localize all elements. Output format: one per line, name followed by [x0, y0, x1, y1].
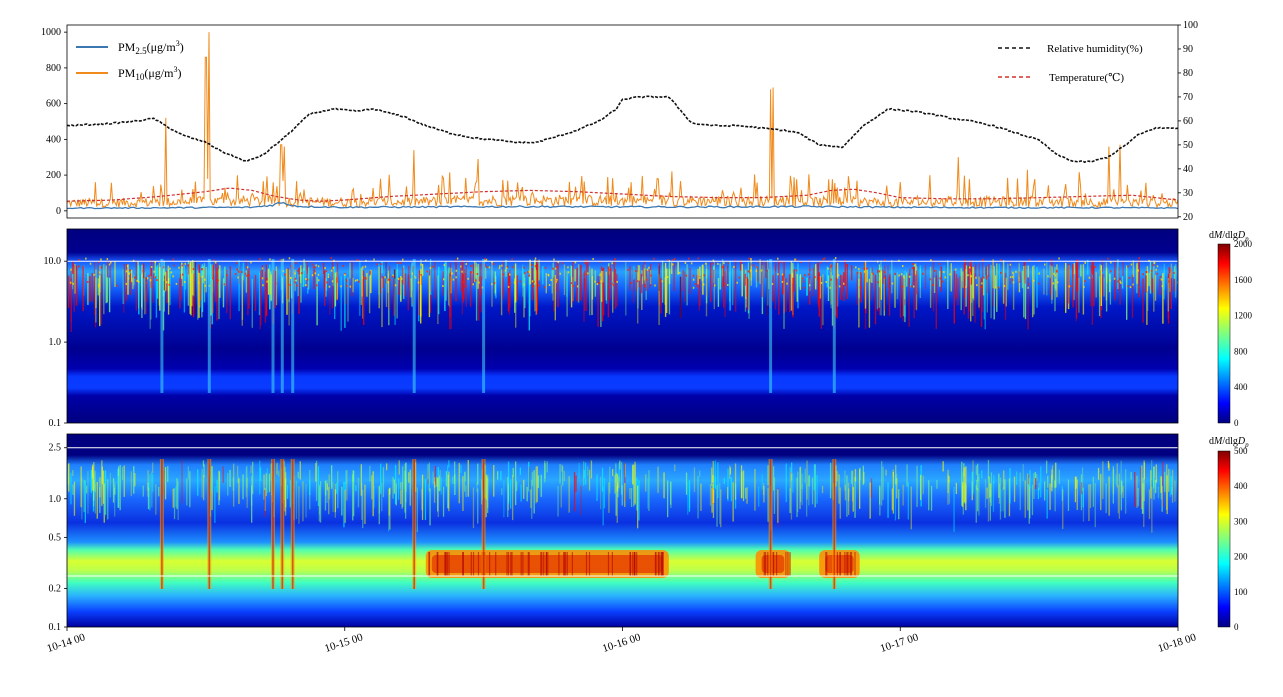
bottom-y-axis: 2.5 1.0 0.5 0.2 0.1 — [49, 443, 67, 633]
top-panel-frame — [66, 24, 1179, 219]
middle-colorbar-tick: 0 — [1234, 418, 1239, 428]
middle-y-tick-label: 1.0 — [49, 337, 62, 348]
top-right-tick-label: 70 — [1183, 92, 1193, 103]
middle-event-streak — [280, 259, 284, 393]
bottom-reference-lines — [67, 447, 1178, 577]
bottom-y-tick-label: 0.5 — [49, 532, 62, 543]
middle-event-streak — [769, 259, 773, 393]
top-panel: 0 200 400 600 800 1000 20 30 40 50 60 70 80 90 100 PM… — [41, 20, 1198, 223]
middle-colorbar-tick: 400 — [1234, 382, 1248, 392]
middle-event-streak — [291, 259, 295, 393]
middle-event-streak — [482, 259, 486, 393]
top-right-axis: 20 30 40 50 60 70 80 90 100 — [1178, 20, 1198, 223]
middle-colorbar-tick: 800 — [1234, 346, 1248, 356]
bottom-heatmap-hot-regions — [425, 550, 860, 578]
bottom-colorbar-bar — [1217, 450, 1231, 628]
top-right-tick-label: 20 — [1183, 212, 1193, 223]
top-left-tick-label: 400 — [46, 134, 61, 145]
top-right-tick-label: 100 — [1183, 20, 1198, 31]
bottom-y-tick-label: 0.1 — [49, 622, 62, 633]
top-left-tick-label: 1000 — [41, 27, 61, 38]
middle-event-streak — [160, 259, 164, 393]
top-right-tick-label: 40 — [1183, 164, 1193, 175]
middle-colorbar-tick: 1600 — [1234, 275, 1253, 285]
legend-left: PM2.5(μg/m3) PM10(μg/m3) — [76, 39, 184, 82]
middle-y-tick-label: 0.1 — [49, 418, 62, 429]
bottom-heatmap-events — [159, 459, 837, 589]
middle-panel-frame — [66, 228, 1179, 424]
bottom-colorbar-label: dM/dlgDp — [1209, 436, 1249, 449]
middle-colorbar-label: dM/dlgDp — [1209, 230, 1249, 243]
legend-rh-label: Relative humidity(%) — [1047, 43, 1143, 55]
bottom-colorbar-tick: 0 — [1234, 622, 1239, 632]
bottom-colorbar-tick: 400 — [1234, 481, 1248, 491]
top-left-tick-label: 200 — [46, 170, 61, 181]
relative-humidity-line — [67, 95, 1178, 164]
middle-heatmap-texture — [67, 257, 1178, 332]
bottom-colorbar-tick: 100 — [1234, 587, 1248, 597]
time-x-axis: 10-14 00 10-15 00 10-16 00 10-17 00 10-18 00 — [45, 627, 1198, 655]
middle-colorbar-tick: 1200 — [1234, 311, 1253, 321]
top-left-tick-label: 800 — [46, 63, 61, 74]
x-tick-label: 10-18 00 — [1156, 631, 1198, 655]
middle-heatmap-events — [160, 259, 836, 393]
middle-panel: 10.0 1.0 0.1 dM/dlgDp 0 400 800 1200 1600 2000 — [44, 228, 1253, 429]
bottom-y-tick-label: 0.2 — [49, 583, 62, 594]
bottom-y-tick-label: 2.5 — [49, 443, 62, 454]
x-tick-label: 10-17 00 — [879, 631, 921, 655]
top-right-tick-label: 60 — [1183, 116, 1193, 127]
middle-event-streak — [832, 259, 836, 393]
bottom-colorbar: dM/dlgDp 0 100 200 300 400 500 — [1209, 436, 1249, 632]
middle-colorbar-tick: 2000 — [1234, 239, 1253, 249]
middle-event-streak — [271, 259, 275, 393]
middle-heatmap-background — [67, 229, 1178, 423]
bottom-panel: 2.5 1.0 0.5 0.2 0.1 dM/dlgDp 0 100 200 300 400 50… — [49, 433, 1249, 633]
legend-right: Relative humidity(%) Temperature(℃) — [998, 43, 1143, 84]
top-left-tick-label: 600 — [46, 99, 61, 110]
middle-y-tick-label: 10.0 — [44, 256, 62, 267]
top-right-tick-label: 90 — [1183, 44, 1193, 55]
legend-temp-label: Temperature(℃) — [1049, 72, 1124, 84]
top-left-tick-label: 0 — [56, 206, 61, 217]
bottom-colorbar-tick: 200 — [1234, 552, 1248, 562]
top-right-tick-label: 30 — [1183, 188, 1193, 199]
pm10-line — [67, 32, 1178, 209]
middle-event-streak — [207, 259, 211, 393]
bottom-heatmap-background — [67, 434, 1178, 627]
middle-colorbar-bar — [1217, 243, 1231, 424]
bottom-y-tick-label: 1.0 — [49, 494, 62, 505]
middle-y-axis: 10.0 1.0 0.1 — [44, 256, 67, 429]
middle-colorbar: dM/dlgDp 0 400 800 1200 1600 2000 — [1209, 230, 1253, 428]
legend-pm25-label: PM2.5(μg/m3) — [118, 39, 184, 56]
temperature-line — [67, 187, 1178, 202]
top-left-axis: 0 200 400 600 800 1000 — [41, 27, 67, 217]
pm25-line — [67, 201, 1178, 210]
top-right-tick-label: 50 — [1183, 140, 1193, 151]
bottom-colorbar-tick: 500 — [1234, 446, 1248, 456]
x-tick-label: 10-16 00 — [601, 631, 643, 655]
middle-event-streak — [412, 259, 416, 393]
top-right-tick-label: 80 — [1183, 68, 1193, 79]
legend-pm10-label: PM10(μg/m3) — [118, 65, 181, 82]
x-tick-label: 10-14 00 — [45, 631, 87, 655]
bottom-colorbar-tick: 300 — [1234, 516, 1248, 526]
x-tick-label: 10-15 00 — [323, 631, 365, 655]
